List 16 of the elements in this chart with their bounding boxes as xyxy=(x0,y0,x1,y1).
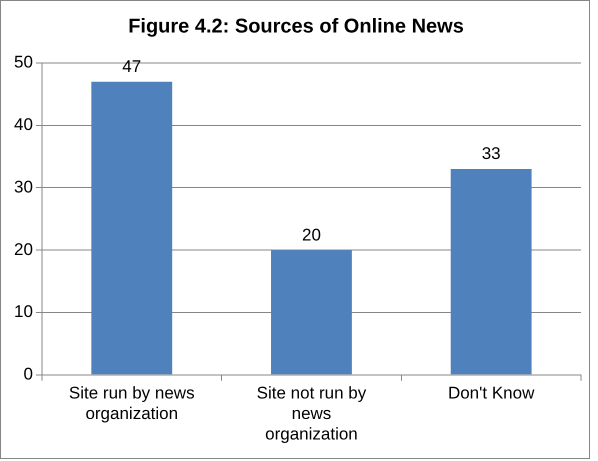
bar xyxy=(271,250,352,374)
y-tick-label: 20 xyxy=(14,240,33,259)
x-tick-label: Don't Know xyxy=(448,384,536,403)
y-tick-label: 0 xyxy=(23,364,33,384)
y-tick-label: 40 xyxy=(14,115,33,134)
chart-title: Figure 4.2: Sources of Online News xyxy=(128,16,464,38)
data-label: 20 xyxy=(302,225,321,244)
bar xyxy=(91,82,172,374)
y-tick-label: 30 xyxy=(14,177,33,196)
x-tick-label: Site not run by news organization xyxy=(256,384,367,444)
x-tick-label: Site run by news organization xyxy=(68,384,195,424)
y-tick-label: 10 xyxy=(14,302,33,322)
bar xyxy=(450,169,532,374)
data-label: 33 xyxy=(482,144,501,164)
y-tick-label: 50 xyxy=(14,52,33,72)
data-label: 47 xyxy=(122,56,142,76)
